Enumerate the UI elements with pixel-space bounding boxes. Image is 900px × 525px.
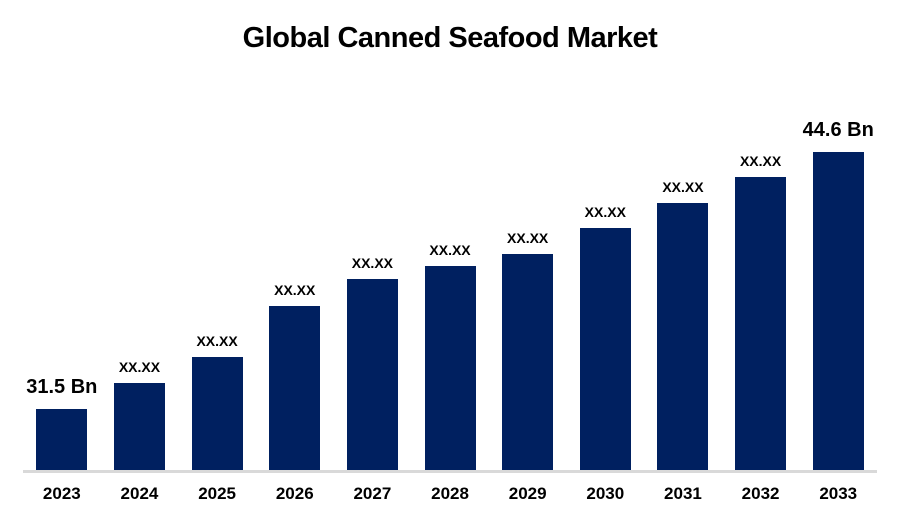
- x-axis-label-2025: 2025: [198, 484, 237, 503]
- x-axis-label-2023: 2023: [42, 484, 81, 503]
- bar-group-2031: XX.XX: [644, 180, 722, 470]
- x-axis-label-2029: 2029: [508, 484, 547, 503]
- bar-value-label-2023: 31.5 Bn: [26, 376, 98, 398]
- bar-value-label-2025: XX.XX: [196, 333, 238, 349]
- bar-2028: [424, 266, 476, 470]
- bar-value-label-2029: XX.XX: [507, 230, 549, 246]
- x-axis-label-2031: 2031: [664, 484, 702, 503]
- bar-2025: [191, 357, 243, 470]
- bar-value-label-2030: XX.XX: [584, 204, 626, 220]
- bar-2032: [735, 177, 787, 470]
- bar-2031: [657, 203, 709, 470]
- bar-value-label-2024: XX.XX: [118, 359, 161, 375]
- x-axis-label-2024: 2024: [120, 484, 159, 503]
- bar-2033: [812, 152, 864, 470]
- x-axis-label-2026: 2026: [275, 484, 314, 503]
- bar-group-2028: XX.XX: [411, 243, 489, 470]
- x-axis-labels: 2023 2024 2025 2026 2027 2028 2029 2030 2031 2032…: [23, 484, 877, 504]
- bar-value-label-2026: XX.XX: [274, 282, 316, 298]
- x-axis-label-2028: 2028: [431, 484, 469, 503]
- bar-value-label-2027: XX.XX: [351, 255, 393, 271]
- bar-2023: [36, 409, 88, 470]
- x-axis-label-2033: 2033: [819, 484, 858, 503]
- bar-group-2026: XX.XX: [256, 283, 334, 470]
- bar-2027: [346, 279, 398, 470]
- bar-2029: [502, 254, 554, 470]
- bar-group-2029: XX.XX: [489, 231, 567, 470]
- bar-group-2025: XX.XX: [178, 334, 256, 470]
- x-axis-label-2030: 2030: [586, 484, 625, 503]
- bar-value-label-2031: XX.XX: [662, 179, 704, 195]
- bar-group-2027: XX.XX: [334, 256, 412, 470]
- bar-value-label-2033: 44.6 Bn: [802, 119, 874, 141]
- x-axis-line: [23, 470, 877, 473]
- bar-group-2024: XX.XX: [101, 360, 179, 470]
- bar-group-2023: 31.5 Bn: [23, 377, 101, 470]
- bar-2024: [113, 383, 165, 470]
- x-axis-label-2027: 2027: [353, 484, 392, 503]
- bar-2026: [269, 306, 321, 470]
- bar-2030: [579, 228, 631, 470]
- bar-value-label-2028: XX.XX: [429, 242, 471, 258]
- x-axis-label-2032: 2032: [741, 484, 780, 503]
- bar-group-2032: XX.XX: [722, 154, 800, 470]
- bar-group-2030: XX.XX: [566, 205, 644, 470]
- bar-value-label-2032: XX.XX: [739, 153, 782, 169]
- bar-group-2033: 44.6 Bn: [799, 120, 877, 470]
- bars-row: 31.5 Bn XX.XX XX.XX XX.XX XX.XX XX.XX XX.XX XX.…: [23, 0, 877, 470]
- chart-title: Global Canned Seafood Market: [242, 22, 658, 54]
